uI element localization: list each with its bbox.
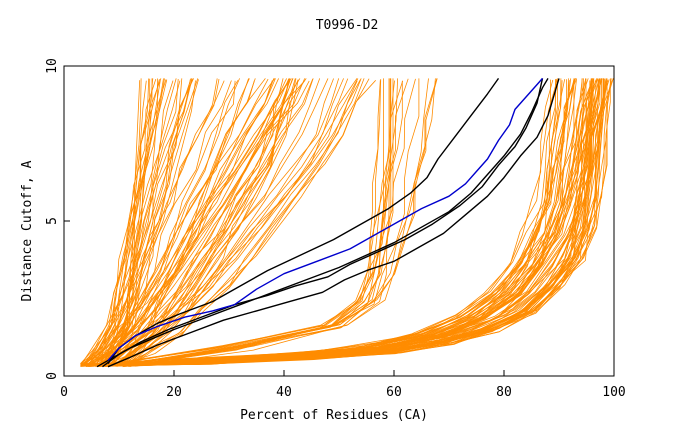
bundle-curve-97 (116, 78, 420, 367)
bundle-curve-78 (129, 80, 358, 367)
series-black-4 (107, 77, 500, 365)
x-tick-label: 0 (60, 385, 68, 400)
chart-title: T0996-D2 (316, 18, 379, 33)
series-black-3 (107, 78, 560, 368)
bundle-curve-73 (110, 78, 294, 367)
x-tick-label: 20 (166, 385, 182, 400)
bundle-curve-177 (100, 78, 608, 367)
bundle-curve-102 (143, 78, 394, 365)
bundle-curve-69 (121, 80, 376, 366)
bundle-curve-42 (80, 79, 220, 364)
series-black-2 (102, 78, 544, 368)
bundle-curve-65 (96, 78, 359, 367)
bundle-curve-43 (111, 78, 269, 366)
bundle-curve-49 (80, 78, 266, 365)
bundle-curve-36 (89, 78, 306, 367)
x-tick-label: 100 (602, 385, 625, 400)
bundle-curve-76 (119, 78, 349, 365)
bundle-curve-26 (88, 78, 162, 365)
x-tick-label: 40 (276, 385, 292, 400)
bundle-curve-84 (127, 78, 290, 367)
bundle-curve-170 (100, 78, 594, 367)
series-black-1 (96, 78, 549, 368)
bundle-curve-152 (107, 78, 611, 367)
bundle-curve-17 (80, 80, 181, 366)
bundle-curve-116 (108, 78, 593, 366)
bundle-curve-71 (111, 78, 284, 366)
bundle-curve-121 (95, 79, 597, 365)
y-tick-label: 5 (45, 217, 60, 225)
y-axis-ticks: 0 5 10 (45, 58, 70, 380)
bundle-curve-175 (90, 78, 595, 367)
bundle-curve-142 (81, 80, 563, 366)
bundle-curve-79 (85, 78, 362, 366)
bundle-curve-59 (81, 78, 279, 366)
x-axis-ticks: 0 20 40 60 80 100 (60, 370, 626, 400)
bundle-curve-48 (92, 78, 290, 367)
x-tick-label: 60 (386, 385, 402, 400)
bundle-curve-101 (119, 78, 438, 365)
bundle-curve-47 (95, 78, 240, 367)
bundle-curve-174 (108, 78, 605, 366)
bundle-curve-80 (103, 78, 307, 366)
bundle-curve-131 (108, 79, 610, 367)
plot-frame (63, 65, 615, 377)
bundle-curve-140 (91, 78, 589, 367)
bundle-curve-3 (93, 78, 153, 366)
bundle-curve-165 (105, 78, 608, 367)
bundle-curve-81 (84, 78, 296, 366)
bundle-curve-62 (124, 79, 361, 365)
x-axis-label: Percent of Residues (CA) (240, 408, 428, 423)
bundle-curve-173 (85, 79, 608, 367)
highlighted-curves (96, 77, 560, 368)
bundle-curve-45 (116, 78, 249, 365)
bundle-curve-88 (110, 80, 403, 364)
bundle-curve-75 (97, 78, 297, 366)
bundle-curve-136 (125, 78, 603, 366)
bundle-curve-169 (99, 78, 592, 366)
x-tick-label: 80 (496, 385, 512, 400)
bundle-curve-55 (87, 80, 225, 365)
bundle-curve-85 (140, 78, 429, 366)
bundle-curve-96 (122, 78, 391, 365)
series-blue (107, 77, 544, 361)
y-tick-label: 0 (45, 372, 60, 380)
orange-curve-bundle (80, 78, 614, 368)
bundle-curve-31 (89, 78, 218, 365)
y-tick-label: 10 (45, 58, 60, 74)
bundle-curve-38 (98, 79, 290, 367)
bundle-curve-58 (93, 80, 232, 367)
y-axis-label: Distance Cutoff, A (20, 160, 35, 301)
bundle-curve-98 (132, 78, 390, 365)
